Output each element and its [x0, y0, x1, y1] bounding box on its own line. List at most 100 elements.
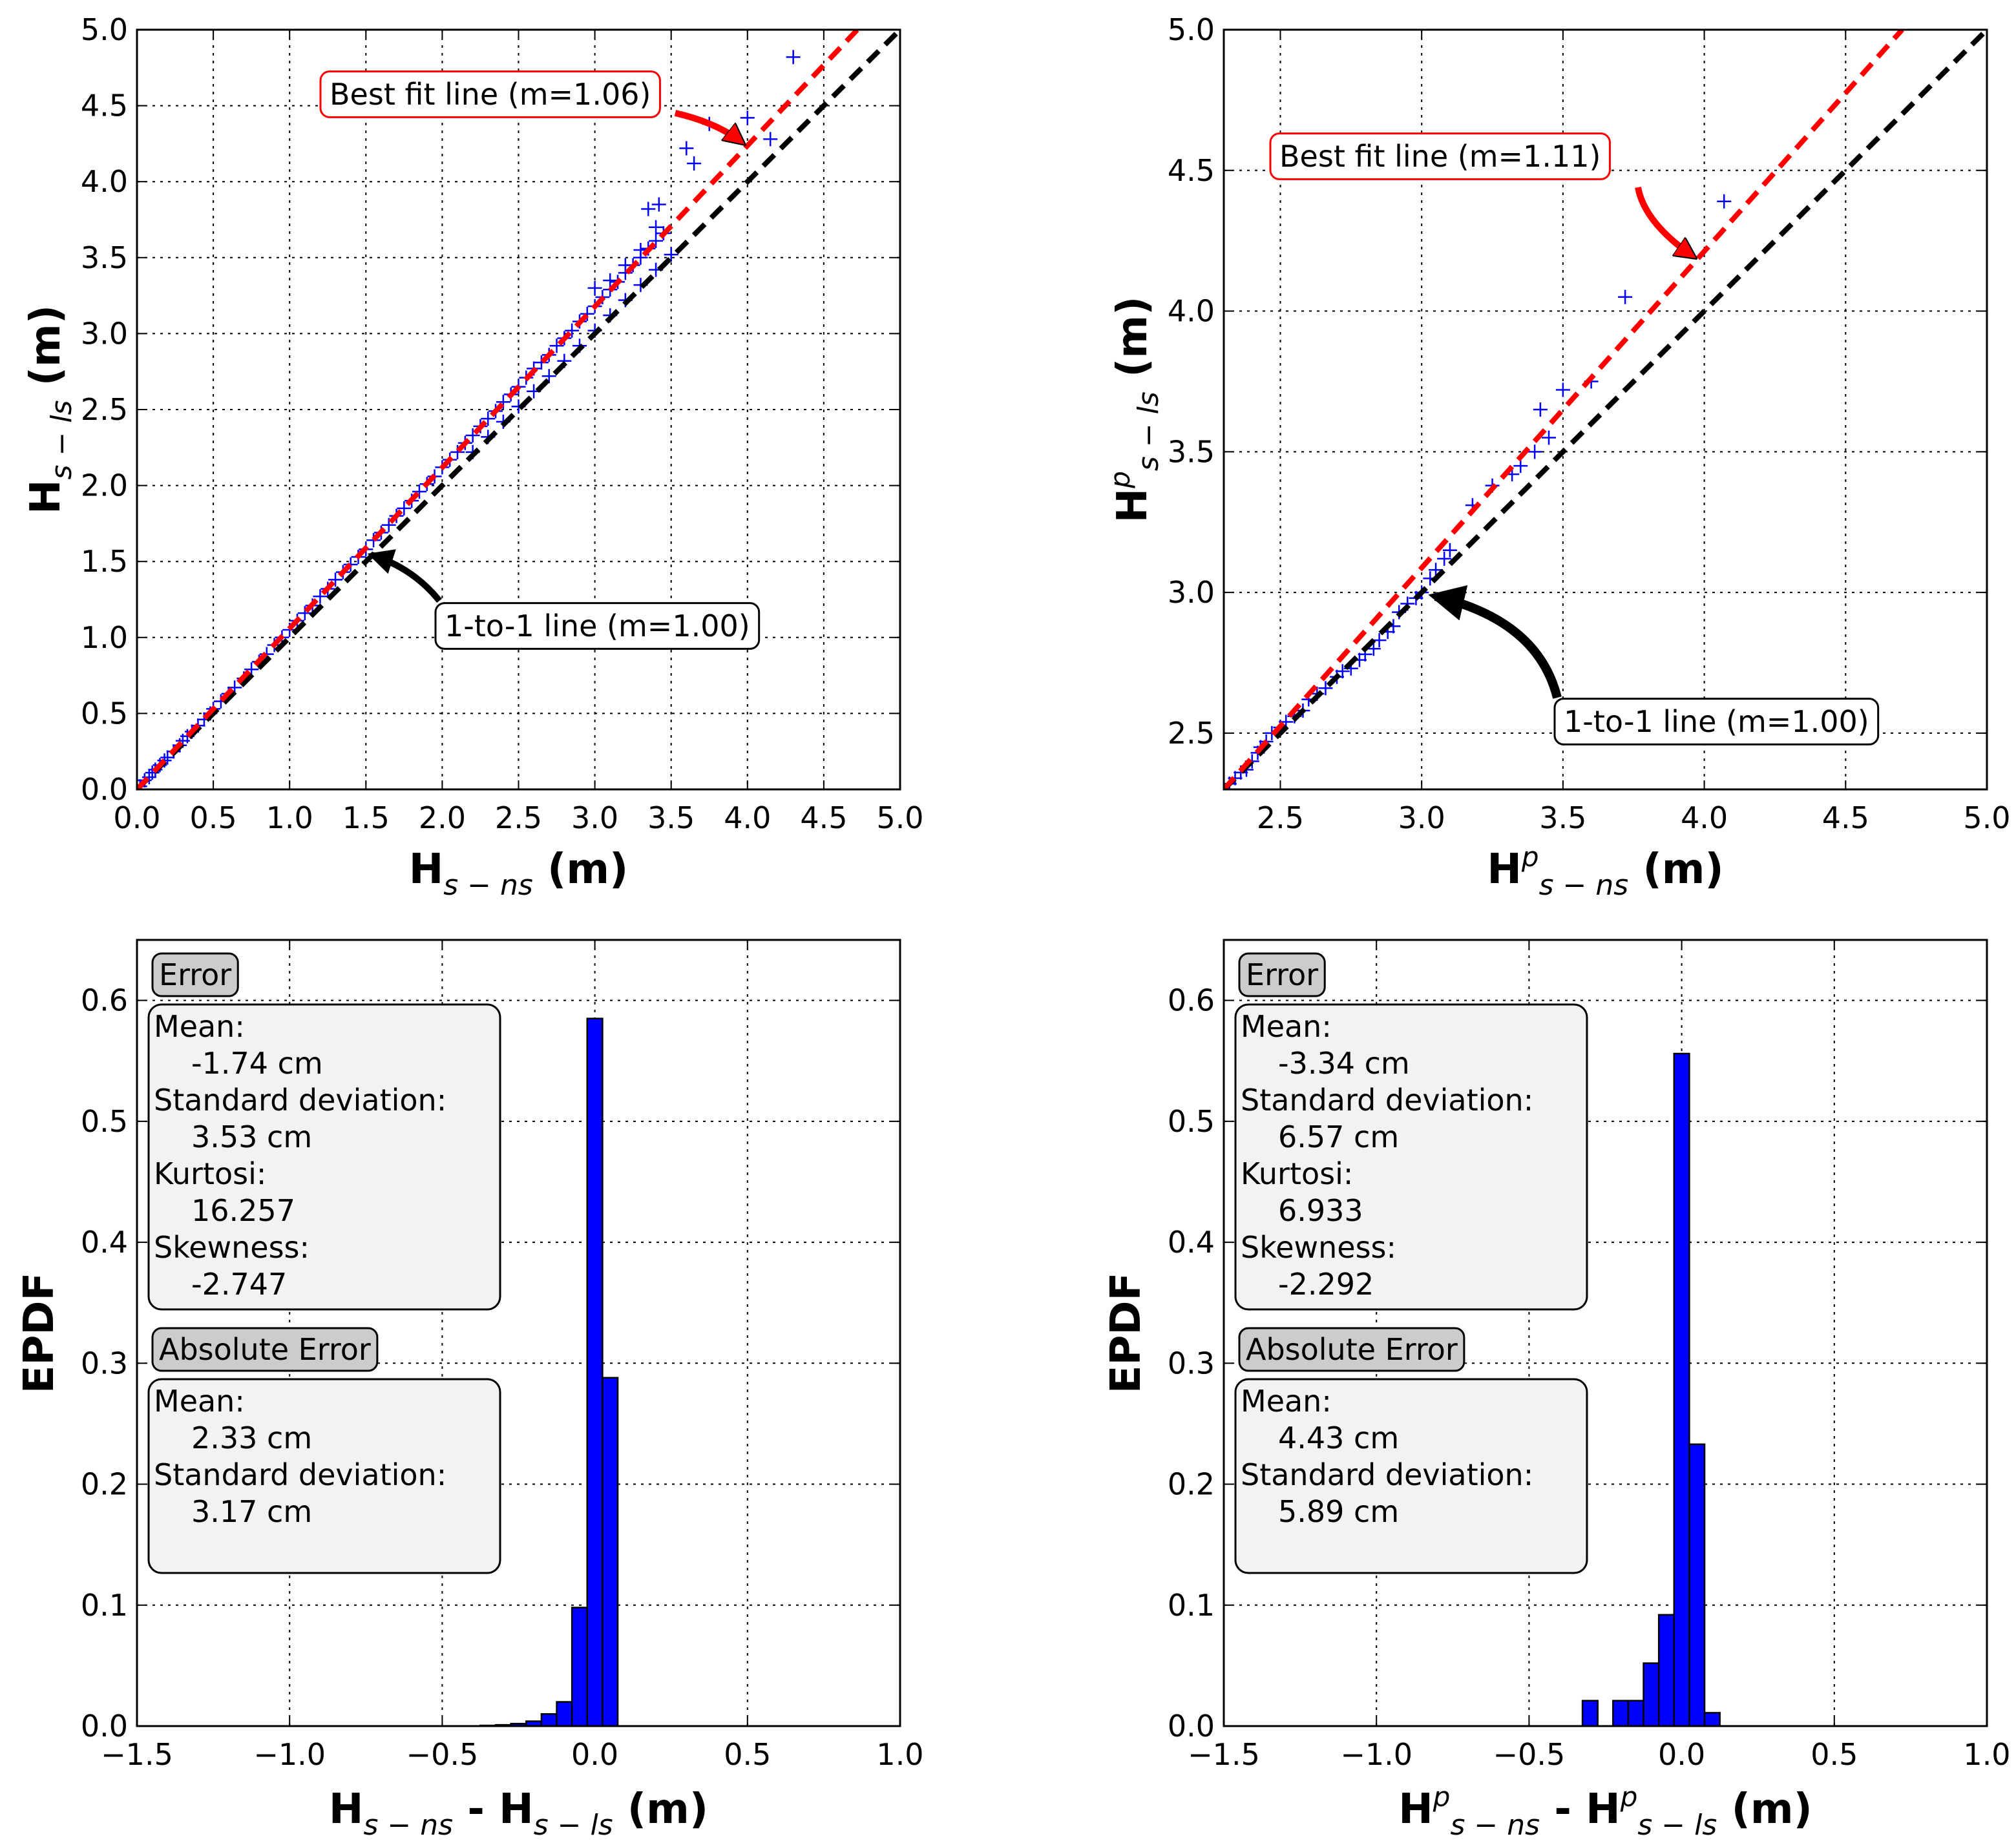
one-to-one-line [1224, 30, 1987, 789]
y-axis-unit: (m) [22, 305, 70, 386]
data-point-plus [565, 323, 580, 338]
y-tick-label: 0.3 [81, 1346, 128, 1380]
data-point-plus [1318, 681, 1333, 696]
data-point-plus [618, 258, 633, 273]
scatter-panel-top-right: 2.5 3.0 3.5 4.0 4.5 5.02.53.03.54.04.55.0Hps … [1104, 12, 2011, 902]
x-axis-unit: (m) [627, 1786, 708, 1833]
x-axis-label: Hps − ns (m) [1487, 841, 1723, 902]
y-tick-label: 0.3 [1168, 1346, 1215, 1380]
data-point-plus [603, 273, 618, 288]
x-tick-label: 4.0 [724, 800, 771, 835]
plot-area [479, 1017, 619, 1727]
one-to-one-annotation-text: 1-to-1 line (m=1.00) [445, 609, 750, 643]
best-fit-annotation-box [1269, 132, 1611, 180]
y-tick-label: 4.0 [1168, 294, 1215, 329]
absolute-error-label: Absolute Error [151, 1327, 379, 1372]
histogram-bar [1612, 1700, 1630, 1727]
y-tick-label: 3.0 [81, 316, 128, 351]
x-tick-label: 3.0 [571, 800, 618, 835]
error-stats-line: -2.747 [191, 1267, 287, 1302]
y-tick-label: 0.5 [81, 696, 128, 731]
absolute-error-label: Absolute Error [1238, 1327, 1465, 1372]
histogram-bar [556, 1701, 573, 1727]
data-point-plus [297, 606, 312, 621]
y-tick-label: 0.5 [81, 1104, 128, 1139]
absolute-error-label-box [151, 1327, 379, 1372]
x-tick-label: 0.0 [571, 1737, 618, 1772]
data-point-plus [687, 156, 702, 171]
y-tick-label: 1.0 [81, 620, 128, 655]
x-axis-label: Hs − ns (m) [409, 846, 629, 902]
absolute-error-stats-line: Standard deviation: [1241, 1457, 1533, 1492]
error-stats-line: Skewness: [154, 1230, 310, 1265]
label-main: H [22, 479, 70, 514]
label-sub: s − ns [443, 869, 533, 902]
one-to-one-annotation-box [1553, 698, 1880, 745]
x-tick-label: 4.5 [800, 800, 847, 835]
y-axis-label: Hs − ls (m) [22, 305, 78, 514]
data-point-plus [1513, 459, 1528, 474]
x-tick-label: 4.5 [1822, 800, 1869, 835]
x-axis-unit: (m) [1732, 1786, 1812, 1833]
error-label-text: Error [159, 957, 231, 992]
x-tick-label: 0.5 [724, 1737, 771, 1772]
one-to-one-annotation: 1-to-1 line (m=1.00) [1553, 698, 1880, 745]
y-tick-label: 2.5 [1168, 716, 1215, 751]
error-stats-line: Kurtosi: [1241, 1156, 1353, 1191]
data-point-plus [1555, 382, 1570, 397]
data-point-plus [1228, 771, 1243, 786]
error-stats-line: -2.292 [1278, 1267, 1374, 1302]
y-tick-label: 3.5 [81, 240, 128, 275]
y-tick-label: 4.5 [81, 89, 128, 123]
data-point-plus [740, 110, 755, 125]
error-stats-line: -1.74 cm [191, 1046, 323, 1081]
label-unit [533, 846, 547, 893]
data-point-plus [534, 355, 549, 370]
data-point-plus [343, 557, 358, 572]
data-point-plus [481, 411, 496, 426]
x-axis-label: Hps − ns - Hps − ls (m) [1398, 1781, 1812, 1842]
data-point-plus [1542, 430, 1557, 445]
best-fit-annotation: Best fit line (m=1.11) [1269, 132, 1611, 180]
y-axis-label: Hps − ls (m) [1104, 297, 1165, 523]
error-stats-box-bg [1234, 1003, 1588, 1311]
y-tick-label: 5.0 [1168, 12, 1215, 47]
absolute-error-stats-line: Mean: [154, 1384, 245, 1419]
absolute-error-stats-line: 5.89 cm [1278, 1494, 1399, 1529]
plot-frame [1223, 28, 1988, 791]
label-sub: s − ns [1539, 869, 1629, 902]
x-axis-label: Hs − ns - Hs − ls (m) [329, 1786, 708, 1842]
histogram-bar [571, 1607, 589, 1727]
x-axis-unit: (m) [547, 846, 628, 893]
data-point-plus [679, 141, 694, 156]
best-fit-line [137, 30, 859, 789]
error-stats-line: 6.933 [1278, 1193, 1363, 1228]
one-to-one-annotation-text: 1-to-1 line (m=1.00) [1564, 704, 1869, 739]
y-tick-label: 0.2 [81, 1467, 128, 1502]
label-sub: s − ns [1450, 1809, 1540, 1842]
data-point-plus [1372, 633, 1387, 648]
y-tick-label: 0.4 [1168, 1225, 1215, 1260]
x-tick-label: 5.0 [876, 800, 923, 835]
error-stats-line: Skewness: [1241, 1230, 1396, 1265]
label-main: H [1398, 1786, 1433, 1833]
x-tick-label: 0.5 [190, 800, 237, 835]
best-fit-annotation-text: Best fit line (m=1.06) [330, 77, 651, 112]
y-tick-label: 5.0 [81, 12, 128, 47]
x-tick-label: 1.0 [266, 800, 313, 835]
histogram-bar [1673, 1052, 1690, 1727]
data-point-plus [1437, 551, 1452, 566]
data-point-plus [1442, 543, 1457, 557]
label-sup: p [1620, 1781, 1638, 1813]
y-tick-label: 0.0 [81, 772, 128, 807]
y-tick-label: 3.5 [1168, 434, 1215, 469]
data-point-plus [1335, 664, 1350, 679]
x-tick-label: 3.5 [1539, 800, 1586, 835]
y-tick-label: 0.0 [1168, 1709, 1215, 1744]
data-point-plus [641, 202, 656, 216]
error-label-box [1238, 952, 1326, 997]
error-stats-line: 6.57 cm [1278, 1119, 1399, 1154]
histogram-bar [1643, 1662, 1660, 1727]
y-tick-label: 0.6 [81, 983, 128, 1018]
